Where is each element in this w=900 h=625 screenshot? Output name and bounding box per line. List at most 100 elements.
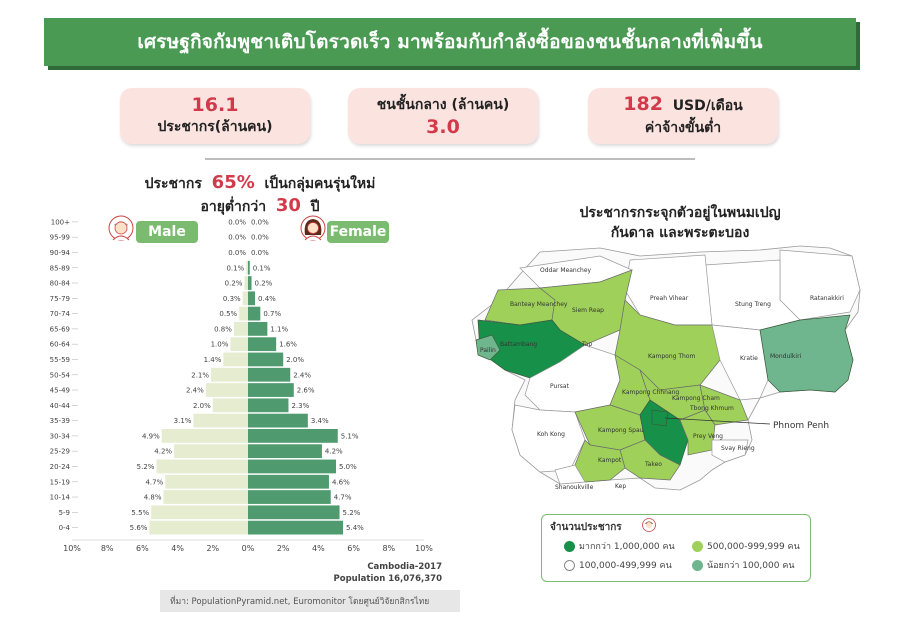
divider [205, 158, 695, 160]
female-value-label: 5.1% [341, 432, 359, 440]
female-badge: Female [327, 221, 389, 243]
female-value-label: 2.0% [286, 356, 304, 364]
male-value-label: 4.7% [145, 478, 163, 486]
province-mondulkiri [759, 314, 854, 393]
bar-female [248, 459, 336, 474]
province-siem-reap [539, 269, 633, 346]
person-icon [642, 518, 656, 532]
bar-female [248, 398, 289, 413]
female-value-label: 0.0% [251, 218, 269, 226]
x-tick-label: 0% [242, 544, 255, 553]
province-shanoukville [554, 464, 586, 485]
province-ratanakkiri [779, 249, 861, 321]
province-label: Oddar Meanchey [540, 267, 592, 274]
bar-male [151, 505, 248, 520]
bar-female [248, 276, 252, 290]
bar-male [163, 490, 248, 504]
stat-min-wage: 182 USD/เดือน ค่าจ้างขั้นต่ำ [588, 88, 778, 144]
age-label: 0-4 [59, 524, 71, 532]
male-value-label: 2.4% [186, 387, 204, 395]
young-population-note: ประชากร 65% เป็นกลุ่มคนรุ่นใหม่ อายุต่ำก… [110, 172, 410, 218]
male-badge: Male [136, 221, 198, 243]
legend-title: จำนวนประชากร [550, 522, 622, 533]
x-tick-label: 8% [382, 544, 395, 553]
province-phnom-penh [651, 409, 669, 427]
bar-male [161, 429, 248, 443]
male-value-label: 0.3% [223, 295, 241, 303]
age-label: 85-89 [50, 264, 70, 272]
female-value-label: 4.7% [334, 494, 352, 502]
female-value-label: 4.6% [332, 478, 350, 486]
male-icon [108, 215, 134, 241]
male-value-label: 0.0% [228, 234, 246, 242]
province-label: Battambang [500, 341, 537, 348]
province-label: Kampong Cham [672, 395, 720, 402]
male-value-label: 1.0% [211, 341, 229, 349]
chart-bars [149, 215, 344, 535]
bar-female [248, 352, 284, 367]
male-value-label: 4.9% [142, 432, 160, 440]
female-value-label: 2.4% [293, 371, 311, 379]
age-label: 30-34 [50, 432, 71, 440]
male-value-label: 0.1% [226, 264, 244, 272]
bar-male [244, 276, 248, 290]
x-tick-label: 4% [312, 544, 325, 553]
bar-female [248, 490, 331, 504]
age-label: 25-29 [50, 448, 70, 456]
province-label: Ratanakkiri [810, 295, 844, 302]
note-percent: 65% [211, 172, 255, 193]
age-label: 60-64 [50, 341, 71, 349]
female-value-label: 5.2% [343, 509, 361, 517]
x-tick-label: 10% [415, 544, 433, 553]
female-value-label: 2.6% [297, 387, 315, 395]
min-wage-value: 182 [623, 93, 663, 115]
note-text: เป็นกลุ่มคนรุ่นใหม่ [264, 176, 376, 192]
map-title-line2: กันดาล และพระตะบอง [610, 225, 750, 241]
age-label: 65-69 [50, 325, 70, 333]
x-tick-label: 6% [136, 544, 149, 553]
province-label: Pursat [550, 383, 570, 390]
male-value-label: 1.4% [204, 356, 222, 364]
female-value-label: 0.7% [263, 310, 281, 318]
chart-caption-line1: Cambodia-2017 [367, 562, 442, 572]
bar-female [248, 337, 277, 352]
male-value-label: 0.5% [219, 310, 237, 318]
x-tick-label: 10% [63, 544, 81, 553]
x-tick-label: 4% [171, 544, 184, 553]
age-label: 55-59 [50, 356, 70, 364]
male-value-label: 4.8% [144, 494, 162, 502]
bar-female [248, 520, 344, 535]
phnom-penh-callout: Phnom Penh [773, 421, 829, 431]
bar-male [149, 520, 248, 535]
age-label: 70-74 [50, 310, 71, 318]
female-value-label: 5.0% [339, 463, 357, 471]
female-value-label: 1.1% [270, 325, 288, 333]
female-value-label: 0.0% [251, 234, 269, 242]
female-icon [300, 215, 326, 241]
bar-female [248, 505, 340, 520]
female-value-label: 0.0% [251, 249, 269, 257]
age-label: 75-79 [50, 295, 70, 303]
legend-item: น้อยกว่า 100,000 คน [692, 558, 795, 572]
legend-item: 500,000-999,999 คน [692, 539, 800, 553]
province-pailin [475, 334, 501, 361]
min-wage-label: ค่าจ้างขั้นต่ำ [644, 120, 722, 136]
note-age: 30 [275, 195, 301, 216]
bar-female [248, 260, 250, 275]
province-label: Kampong Thom [648, 353, 695, 360]
note-text: ปี [310, 199, 320, 215]
bar-male [165, 474, 248, 489]
map-title: ประชากรกระจุกตัวอยู่ในพนมเปญ กันดาล และพ… [545, 203, 815, 243]
bar-female [248, 413, 308, 428]
middle-class-value: 3.0 [426, 116, 460, 138]
legend-label: มากกว่า 1,000,000 คน [579, 542, 675, 552]
x-tick-label: 2% [277, 544, 290, 553]
bar-female [248, 367, 291, 382]
bar-male [242, 291, 248, 306]
legend-label: 100,000-499,999 คน [579, 561, 672, 571]
province-label: Tap [581, 341, 592, 348]
bar-female [248, 291, 256, 306]
age-label: 5-9 [59, 509, 70, 517]
map-legend: จำนวนประชากร มากกว่า 1,000,000 คน 500,00… [541, 514, 811, 582]
